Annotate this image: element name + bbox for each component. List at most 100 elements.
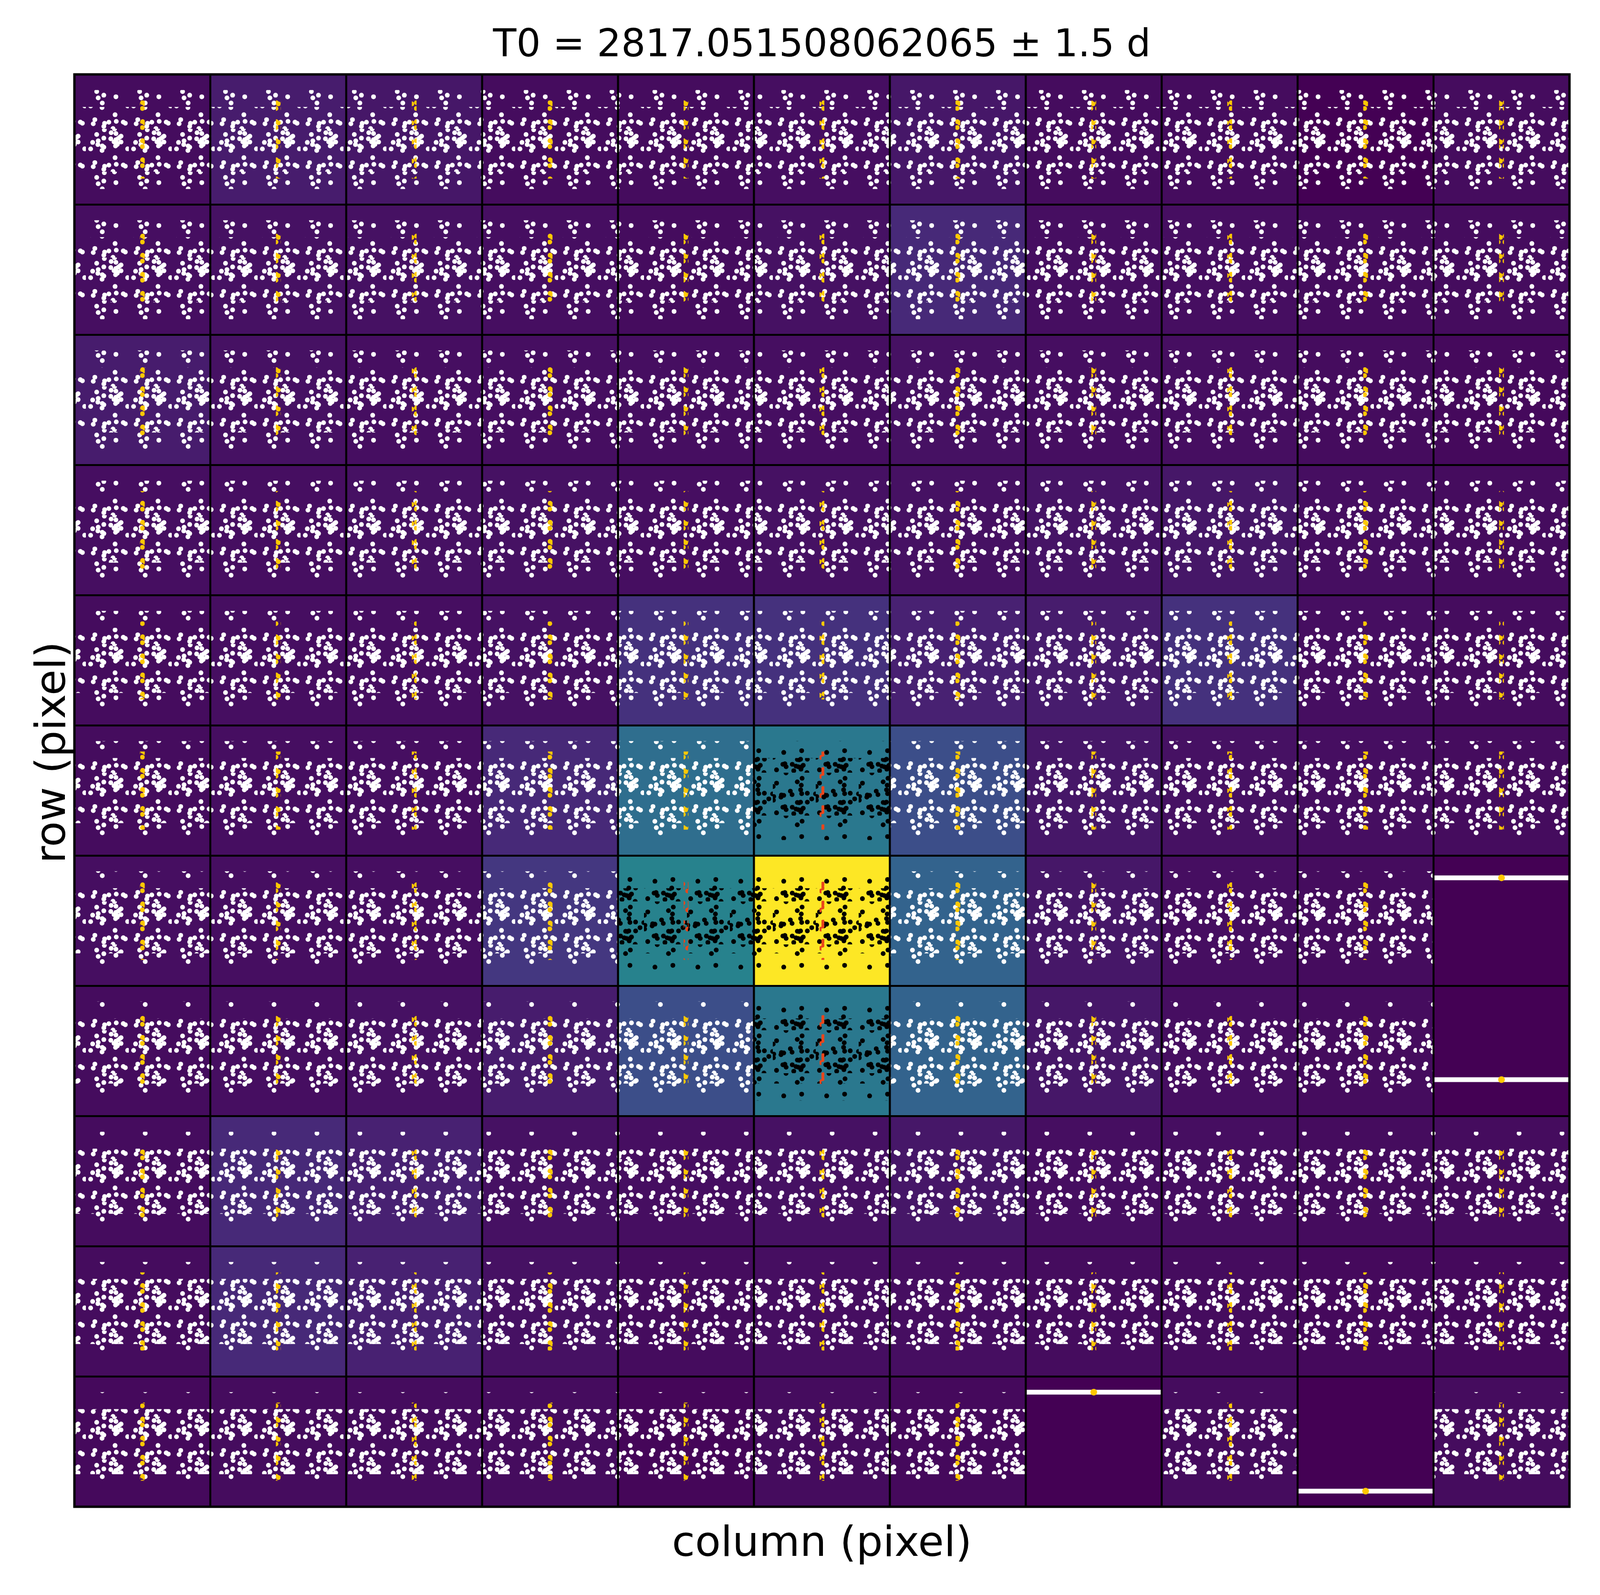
in-transit-points — [683, 1142, 689, 1221]
in-transit-points — [955, 1012, 961, 1091]
flux-scatter-sparse — [74, 1132, 211, 1231]
flux-scatter-sparse — [210, 1392, 347, 1492]
flux-scatter-sparse — [618, 1001, 755, 1101]
pixel-flux — [346, 74, 483, 205]
pixel-flux — [889, 1376, 1026, 1507]
in-transit-points — [1499, 621, 1505, 700]
flux-scatter-sparse — [1433, 1132, 1570, 1231]
in-transit-points — [411, 1272, 417, 1351]
flux-scatter-sparse — [74, 1262, 211, 1362]
pixel-flux — [618, 1376, 755, 1507]
pixel-cell — [210, 204, 347, 335]
in-transit-points — [547, 1012, 553, 1091]
pixel-flux — [754, 1246, 891, 1377]
pixel-flux — [210, 855, 347, 987]
pixel-cell — [210, 74, 347, 205]
flux-scatter-sparse — [754, 350, 891, 450]
light-curve — [74, 220, 211, 320]
pixel-flux — [482, 595, 619, 726]
pixel-cell — [618, 465, 755, 596]
in-transit-points — [547, 1142, 553, 1221]
flux-scatter-sparse — [754, 1392, 891, 1492]
in-transit-points — [1091, 100, 1097, 179]
pixel-flux — [210, 74, 347, 205]
cell-border — [618, 986, 755, 1117]
pixel-flux — [1297, 1376, 1434, 1507]
light-curve — [346, 220, 483, 320]
pixel-flux — [210, 725, 347, 856]
cell-border — [1025, 1376, 1162, 1507]
light-curve — [482, 611, 619, 710]
pixel-cell — [754, 334, 891, 466]
y-axis-label: row (pixel) — [25, 641, 75, 864]
cell-border — [618, 465, 755, 596]
pixel-cell — [482, 1376, 619, 1507]
pixel-cell — [754, 855, 891, 987]
flux-scatter-sparse — [1161, 220, 1298, 320]
pixel-cell — [889, 725, 1026, 856]
flux-scatter-sparse — [1025, 1132, 1162, 1231]
light-curve — [618, 741, 755, 841]
flux-scatter-sparse — [74, 90, 211, 189]
pixel-flux — [1161, 1116, 1298, 1247]
in-transit-points — [1499, 100, 1505, 179]
in-transit-points — [955, 1272, 961, 1351]
light-curve — [889, 1262, 1026, 1362]
pixel-flux — [210, 595, 347, 726]
light-curve — [210, 90, 347, 189]
light-curve — [1025, 1132, 1162, 1231]
light-curve — [346, 871, 483, 971]
flux-scatter-sparse — [1433, 741, 1570, 841]
cell-border — [346, 595, 483, 726]
cell-border — [1433, 465, 1570, 596]
pixel-flux — [1025, 725, 1162, 856]
flux-scatter-sparse — [1161, 90, 1298, 189]
pixel-cell — [754, 725, 891, 856]
flux-scatter-sparse — [346, 741, 483, 841]
light-curve — [889, 220, 1026, 320]
cell-border — [346, 1376, 483, 1507]
pixel-flux — [346, 986, 483, 1117]
light-curve — [74, 350, 211, 450]
flux-scatter-sparse — [618, 1132, 755, 1231]
pixel-flux — [210, 465, 347, 596]
in-transit-points — [139, 751, 145, 831]
cell-border — [1025, 1246, 1162, 1377]
pixel-flux — [482, 1116, 619, 1247]
pixel-cell — [754, 1116, 891, 1247]
cell-border — [1433, 986, 1570, 1117]
in-transit-points — [955, 491, 961, 570]
cell-border — [889, 204, 1026, 335]
flux-scatter-sparse — [482, 611, 619, 710]
pixel-cell — [346, 725, 483, 856]
pixel-cell — [210, 986, 347, 1117]
light-curve — [210, 1001, 347, 1101]
cell-border — [618, 1116, 755, 1247]
pixel-flux — [74, 334, 211, 466]
flux-scatter-sparse — [1297, 741, 1434, 841]
pixel-cell — [1433, 74, 1570, 205]
in-transit-points — [1091, 230, 1097, 310]
x-axis-label: column (pixel) — [672, 1516, 973, 1567]
pixel-cell — [1297, 725, 1434, 856]
pixel-cell — [74, 986, 211, 1117]
pixel-cell — [482, 74, 619, 205]
flux-scatter-sparse — [482, 1392, 619, 1492]
pixel-cell — [346, 204, 483, 335]
flux-scatter-sparse — [210, 90, 347, 189]
light-curve — [618, 611, 755, 710]
transit-point — [1362, 1487, 1370, 1495]
cell-border — [346, 465, 483, 596]
pixel-cell — [754, 595, 891, 726]
pixel-cell — [210, 1116, 347, 1247]
cell-border — [1433, 1116, 1570, 1247]
cell-border — [754, 725, 891, 856]
pixel-flux — [1433, 595, 1570, 726]
in-transit-points — [955, 751, 961, 831]
light-curve — [754, 611, 891, 710]
in-transit-points — [139, 361, 145, 440]
in-transit-points — [1363, 1012, 1369, 1091]
in-transit-points — [411, 1012, 417, 1091]
in-transit-points — [1363, 1142, 1369, 1221]
light-curve — [1433, 741, 1570, 841]
